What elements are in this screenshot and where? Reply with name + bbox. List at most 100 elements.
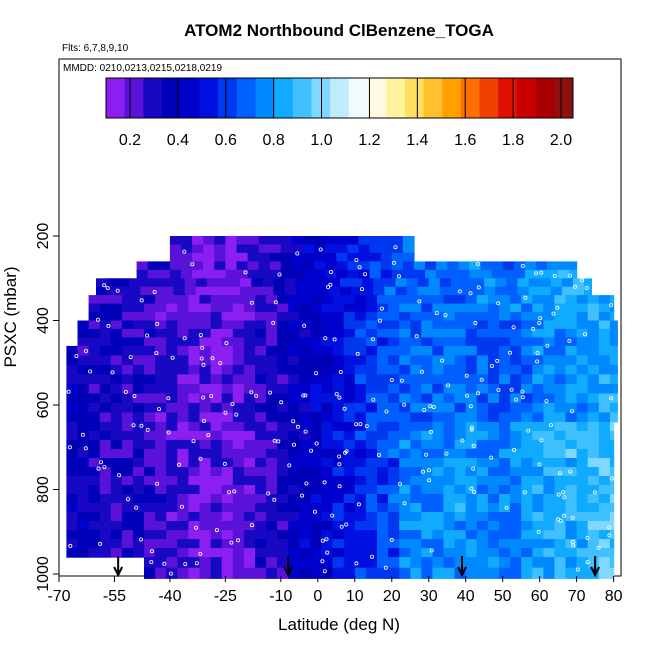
field-cell bbox=[432, 402, 445, 413]
field-cell bbox=[199, 476, 212, 486]
field-cell bbox=[88, 448, 101, 459]
field-cell bbox=[439, 286, 452, 296]
field-cell bbox=[243, 402, 256, 413]
sample-marker bbox=[170, 355, 175, 360]
field-cell bbox=[321, 476, 334, 486]
field-cell bbox=[266, 303, 278, 313]
field-cell bbox=[243, 320, 256, 330]
field-cell bbox=[132, 421, 145, 432]
field-cell bbox=[332, 312, 345, 322]
field-cell bbox=[454, 439, 467, 450]
field-cell bbox=[388, 355, 400, 366]
field-cell bbox=[121, 295, 134, 305]
sample-marker bbox=[318, 247, 323, 252]
field-cell bbox=[88, 345, 101, 356]
field-cell bbox=[77, 430, 90, 441]
field-cell bbox=[277, 548, 289, 558]
field-cell bbox=[144, 430, 156, 441]
field-cell bbox=[332, 355, 345, 366]
sample-marker bbox=[354, 422, 359, 427]
field-cell bbox=[166, 364, 178, 375]
sample-marker bbox=[139, 423, 144, 428]
field-cell bbox=[443, 364, 456, 375]
field-cell bbox=[232, 557, 245, 569]
field-cell bbox=[177, 521, 189, 531]
sample-marker bbox=[607, 533, 612, 538]
field-cell bbox=[255, 402, 267, 413]
field-cell bbox=[487, 530, 500, 540]
field-cell bbox=[432, 476, 445, 486]
field-cell bbox=[277, 374, 289, 385]
field-cell bbox=[465, 393, 478, 404]
field-cell bbox=[487, 412, 500, 423]
field-cell bbox=[110, 383, 123, 394]
field-cell bbox=[77, 439, 90, 450]
field-cell bbox=[314, 261, 326, 271]
field-cell bbox=[365, 337, 378, 347]
field-cell bbox=[225, 236, 238, 246]
field-cell bbox=[188, 412, 201, 423]
field-cell bbox=[377, 439, 389, 450]
sample-marker bbox=[201, 362, 206, 367]
sample-marker bbox=[338, 369, 343, 374]
field-cell bbox=[332, 303, 345, 313]
field-cell bbox=[576, 345, 589, 356]
field-cell bbox=[384, 278, 397, 288]
sample-marker bbox=[314, 441, 319, 446]
field-cell bbox=[147, 269, 160, 279]
field-cell bbox=[214, 236, 226, 246]
field-cell bbox=[332, 494, 345, 504]
sample-marker bbox=[249, 390, 254, 395]
field-cell bbox=[221, 485, 234, 495]
field-cell bbox=[155, 364, 167, 375]
field-cell bbox=[232, 402, 245, 413]
sample-marker bbox=[218, 361, 223, 366]
field-cell bbox=[221, 467, 234, 477]
field-cell bbox=[166, 458, 178, 468]
field-cell bbox=[377, 467, 389, 477]
field-cell bbox=[321, 494, 334, 504]
field-cell bbox=[587, 303, 600, 313]
sample-marker bbox=[68, 543, 73, 548]
field-cell bbox=[255, 421, 267, 432]
sample-marker bbox=[562, 495, 567, 500]
field-cell bbox=[598, 320, 611, 330]
field-cell bbox=[144, 412, 156, 423]
field-cell bbox=[576, 512, 589, 522]
field-cell bbox=[310, 312, 323, 322]
field-cell bbox=[166, 548, 178, 558]
sample-marker bbox=[511, 325, 516, 330]
field-cell bbox=[177, 439, 189, 450]
field-cell bbox=[210, 458, 223, 468]
field-cell bbox=[399, 467, 411, 477]
field-cell bbox=[266, 458, 278, 468]
field-cell bbox=[169, 244, 182, 254]
colorbar-swatch bbox=[535, 78, 555, 118]
x-tick-label: 40 bbox=[457, 588, 475, 605]
field-cell bbox=[499, 458, 511, 468]
field-cell bbox=[510, 364, 522, 375]
field-cell bbox=[321, 512, 334, 522]
field-cell bbox=[192, 252, 204, 262]
field-cell bbox=[343, 393, 356, 404]
sample-marker bbox=[303, 429, 308, 434]
field-cell bbox=[280, 236, 293, 246]
field-cell bbox=[299, 448, 311, 459]
field-cell bbox=[491, 261, 504, 271]
field-cell bbox=[410, 521, 422, 531]
field-cell bbox=[132, 364, 145, 375]
field-cell bbox=[343, 512, 356, 522]
field-cell bbox=[321, 402, 334, 413]
sample-marker bbox=[273, 300, 278, 305]
sample-marker bbox=[330, 513, 335, 518]
field-cell bbox=[510, 521, 522, 531]
sample-marker bbox=[337, 484, 342, 489]
field-cell bbox=[288, 295, 300, 305]
field-cell bbox=[476, 512, 489, 522]
field-cell bbox=[166, 421, 178, 432]
field-cell bbox=[521, 320, 533, 330]
field-cell bbox=[199, 295, 212, 305]
field-cell bbox=[299, 295, 311, 305]
field-cell bbox=[443, 485, 456, 495]
